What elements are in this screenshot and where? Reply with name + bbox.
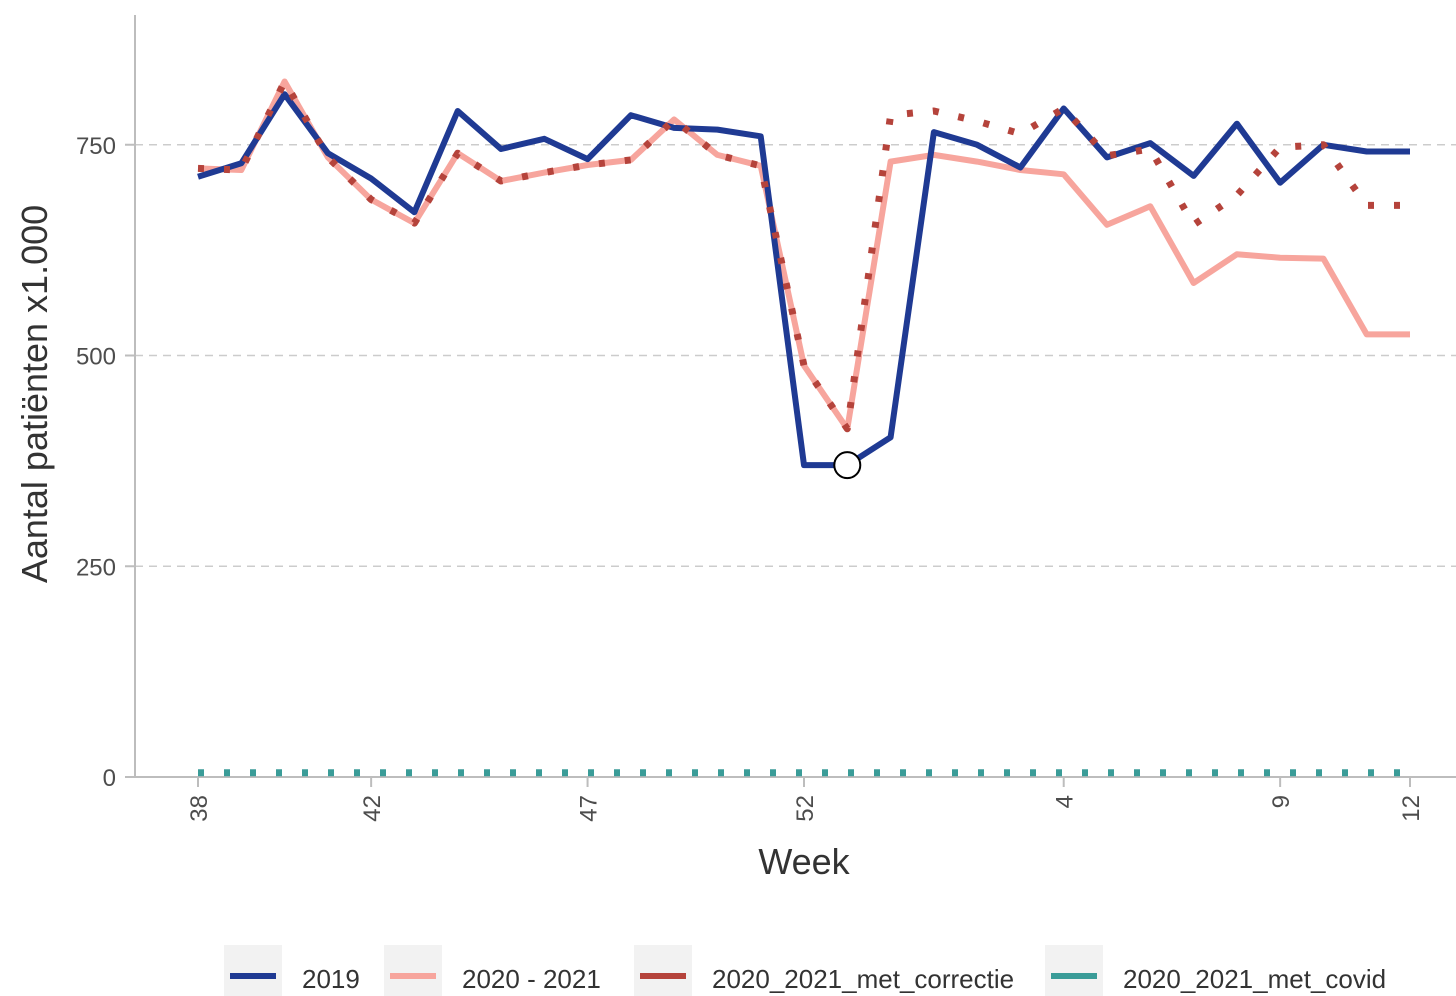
legend-label: 2020_2021_met_covid [1123, 964, 1386, 994]
series-line-2020-2021 [197, 78, 1410, 432]
legend-item-2019: 2019 [224, 945, 360, 996]
legend-key-bg [384, 945, 442, 996]
x-ticks: 38 42 47 52 4 9 12 [186, 777, 1425, 822]
legend-item-2020-2021: 2020 - 2021 [384, 945, 601, 996]
x-tick-label: 38 [186, 795, 213, 822]
x-tick-label: 12 [1398, 795, 1425, 822]
x-axis-title: Week [758, 841, 850, 882]
x-tick-label: 47 [576, 795, 603, 822]
legend-label: 2020_2021_met_correctie [712, 964, 1014, 994]
y-axis-title: Aantal patiënten x1.000 [14, 205, 55, 583]
y-tick-label: 500 [76, 344, 116, 371]
highlighted-point[interactable] [833, 451, 862, 480]
grid-lines [135, 144, 1456, 567]
legend-item-2020-2021-met-covid: 2020_2021_met_covid [1045, 945, 1386, 996]
legend-item-2020-2021-met-correctie: 2020_2021_met_correctie [634, 945, 1014, 996]
y-tick-label: 0 [103, 765, 116, 792]
x-tick-label: 4 [1052, 795, 1079, 808]
legend-label: 2020 - 2021 [462, 964, 601, 994]
x-tick-label: 42 [359, 795, 386, 822]
legend-label: 2019 [302, 964, 360, 994]
highlight-layer [833, 451, 862, 480]
y-tick-label: 750 [76, 133, 116, 160]
y-tick-label: 250 [76, 554, 116, 581]
x-tick-label: 52 [792, 795, 819, 822]
series-lines [197, 78, 1410, 777]
legend: 2019 2020 - 2021 2020_2021_met_correctie 20… [224, 945, 1386, 996]
series-line-2019 [197, 91, 1410, 469]
y-ticks: 0 250 500 750 [76, 133, 135, 792]
axes [134, 15, 1456, 778]
x-tick-label: 9 [1268, 795, 1295, 808]
legend-key-bg [224, 945, 282, 996]
legend-key-bg [1045, 945, 1103, 996]
legend-key-bg [634, 945, 692, 996]
